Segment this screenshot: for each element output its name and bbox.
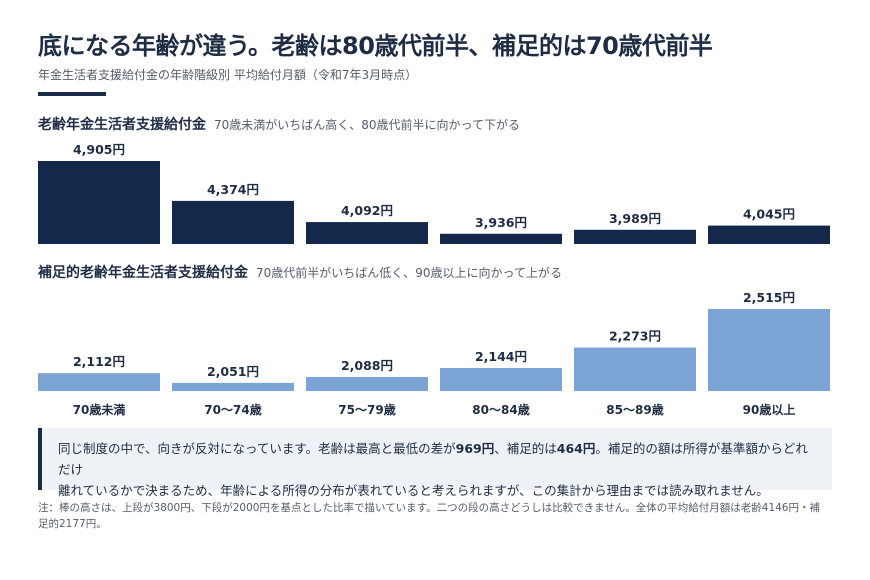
callout-text: 同じ制度の中で、向きが反対になっています。老齢は最高と最低の差が [58, 441, 456, 456]
old-age-bar-2 [306, 222, 428, 244]
section-note-supplementary: 70歳代前半がいちばん低く、90歳以上に向かって上がる [256, 266, 562, 280]
old-age-value-label-3: 3,936円 [475, 215, 527, 230]
old-age-value-label-1: 4,374円 [207, 182, 259, 197]
supplementary-bar-5 [708, 309, 830, 391]
category-label-4: 85〜89歳 [606, 402, 663, 417]
category-label-0: 70歳未満 [73, 402, 126, 417]
old-age-value-label-4: 3,989円 [609, 211, 661, 226]
supplementary-value-label-3: 2,144円 [475, 349, 527, 364]
callout-highlight-supplementary: 464円 [556, 441, 596, 456]
title-rule [38, 92, 106, 96]
category-label-3: 80〜84歳 [472, 402, 529, 417]
category-label-5: 90歳以上 [743, 402, 796, 417]
supplementary-value-label-4: 2,273円 [609, 329, 661, 344]
page-subtitle: 年金生活者支援給付金の年齢階級別 平均給付月額（令和7年3月時点） [38, 68, 418, 82]
supplementary-bar-4 [574, 347, 696, 391]
old-age-value-label-2: 4,092円 [341, 203, 393, 218]
section-header-old-age: 老齢年金生活者支援給付金 70歳未満がいちばん高く、80歳代前半に向かって下がる [38, 114, 520, 134]
section-note-old-age: 70歳未満がいちばん高く、80歳代前半に向かって下がる [214, 118, 520, 132]
callout-text: 。補足的の額は所得が基準額からどれだけ [58, 441, 808, 477]
supplementary-value-label-0: 2,112円 [73, 354, 125, 369]
section-header-supplementary: 補足的老齢年金生活者支援給付金 70歳代前半がいちばん低く、90歳以上に向かって上… [38, 262, 562, 282]
category-label-2: 75〜79歳 [338, 402, 395, 417]
supplementary-bar-0 [38, 373, 160, 391]
callout-line-1: 同じ制度の中で、向きが反対になっています。老齢は最高と最低の差が969円、補足的… [58, 438, 816, 480]
section-title-old-age: 老齢年金生活者支援給付金 [38, 117, 206, 133]
callout-line-2: 離れているかで決まるため、年齢による所得の分布が表れていると考えられますが、この… [58, 483, 769, 498]
supplementary-value-label-1: 2,051円 [207, 364, 259, 379]
supplementary-value-label-5: 2,515円 [743, 290, 795, 305]
old-age-value-label-0: 4,905円 [73, 142, 125, 157]
footnote: 注：棒の高さは、上段が3800円、下段が2000円を基点とした比率で描いています… [38, 502, 820, 530]
section-title-supplementary: 補足的老齢年金生活者支援給付金 [38, 265, 248, 281]
callout-box: 同じ制度の中で、向きが反対になっています。老齢は最高と最低の差が969円、補足的… [38, 428, 832, 498]
old-age-value-label-5: 4,045円 [743, 207, 795, 222]
old-age-bar-1 [172, 200, 294, 244]
old-age-bar-0 [38, 161, 160, 244]
old-age-bar-3 [440, 233, 562, 244]
bar-charts: 4,905円 4,374円 4,092円 3,936円 3,989円 4,045円 2,11… [38, 142, 830, 417]
page-title: 底になる年齢が違う。老齢は80歳代前半、補足的は70歳代前半 [38, 32, 713, 60]
old-age-bar-4 [574, 229, 696, 244]
callout-text: 、補足的は [494, 441, 557, 456]
callout-highlight-old-age: 969円 [455, 441, 495, 456]
supplementary-bar-1 [172, 382, 294, 391]
supplementary-value-label-2: 2,088円 [341, 358, 393, 373]
category-label-1: 70〜74歳 [204, 402, 261, 417]
supplementary-bar-2 [306, 376, 428, 391]
supplementary-bar-3 [440, 368, 562, 391]
old-age-bar-5 [708, 225, 830, 244]
